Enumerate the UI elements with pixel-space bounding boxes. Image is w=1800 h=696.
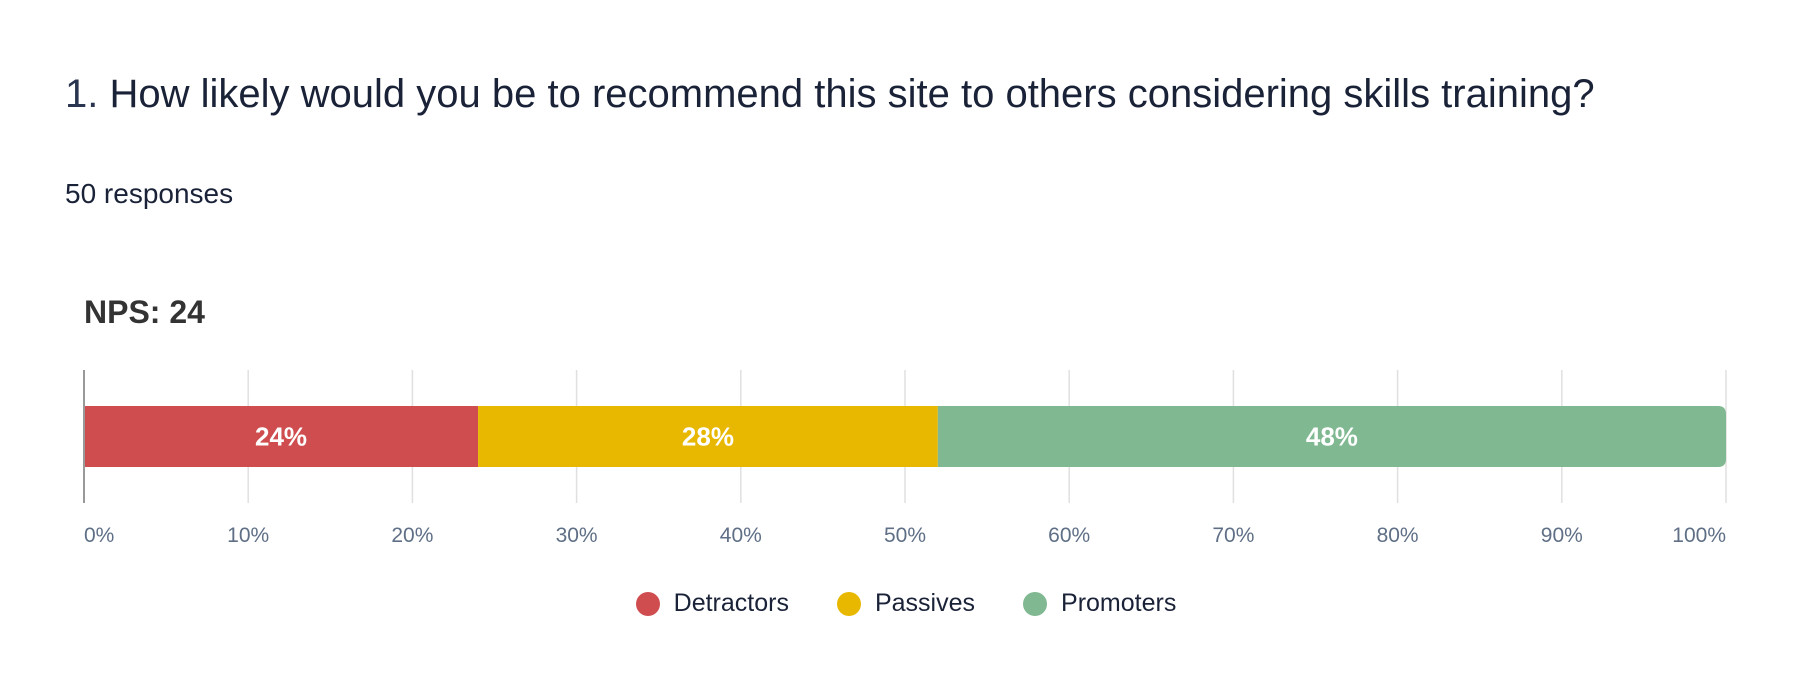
legend-item-passives[interactable]: Passives: [836, 589, 976, 618]
bar-segment-detractors: [84, 406, 479, 467]
detractors-dot-icon: [635, 591, 660, 616]
question-number: 1.: [65, 72, 99, 116]
bar-segment-promoters: [937, 406, 1726, 467]
x-tick-label: 100%: [1672, 524, 1726, 547]
legend-item-promoters[interactable]: Promoters: [1023, 589, 1176, 618]
x-tick-label: 10%: [227, 524, 269, 547]
nps-score: NPS: 24: [84, 294, 205, 330]
x-tick-label: 0%: [84, 524, 114, 547]
x-tick-label: 20%: [391, 524, 433, 547]
legend-item-detractors[interactable]: Detractors: [635, 589, 789, 618]
x-tick-label: 30%: [556, 524, 598, 547]
x-tick-label: 60%: [1048, 524, 1090, 547]
passives-dot-icon: [836, 591, 861, 616]
chart-legend: Detractors Passives Promoters: [0, 589, 1800, 618]
promoters-dot-icon: [1023, 591, 1048, 616]
legend-label-detractors: Detractors: [673, 589, 789, 617]
response-count: 50 responses: [65, 178, 234, 209]
x-tick-label: 40%: [720, 524, 762, 547]
x-tick-label: 80%: [1377, 524, 1419, 547]
bar-segment-passives: [478, 406, 938, 467]
legend-label-promoters: Promoters: [1061, 589, 1177, 617]
x-tick-label: 50%: [884, 524, 926, 547]
question-title: 1. How likely would you be to recommend …: [65, 72, 1595, 117]
x-tick-label: 70%: [1212, 524, 1254, 547]
legend-label-passives: Passives: [874, 589, 976, 617]
data-label: 28%: [682, 422, 734, 452]
data-label: 24%: [255, 422, 307, 452]
data-label: 48%: [1306, 422, 1358, 452]
question-text: How likely would you be to recommend thi…: [109, 72, 1595, 116]
x-tick-label: 90%: [1541, 524, 1583, 547]
